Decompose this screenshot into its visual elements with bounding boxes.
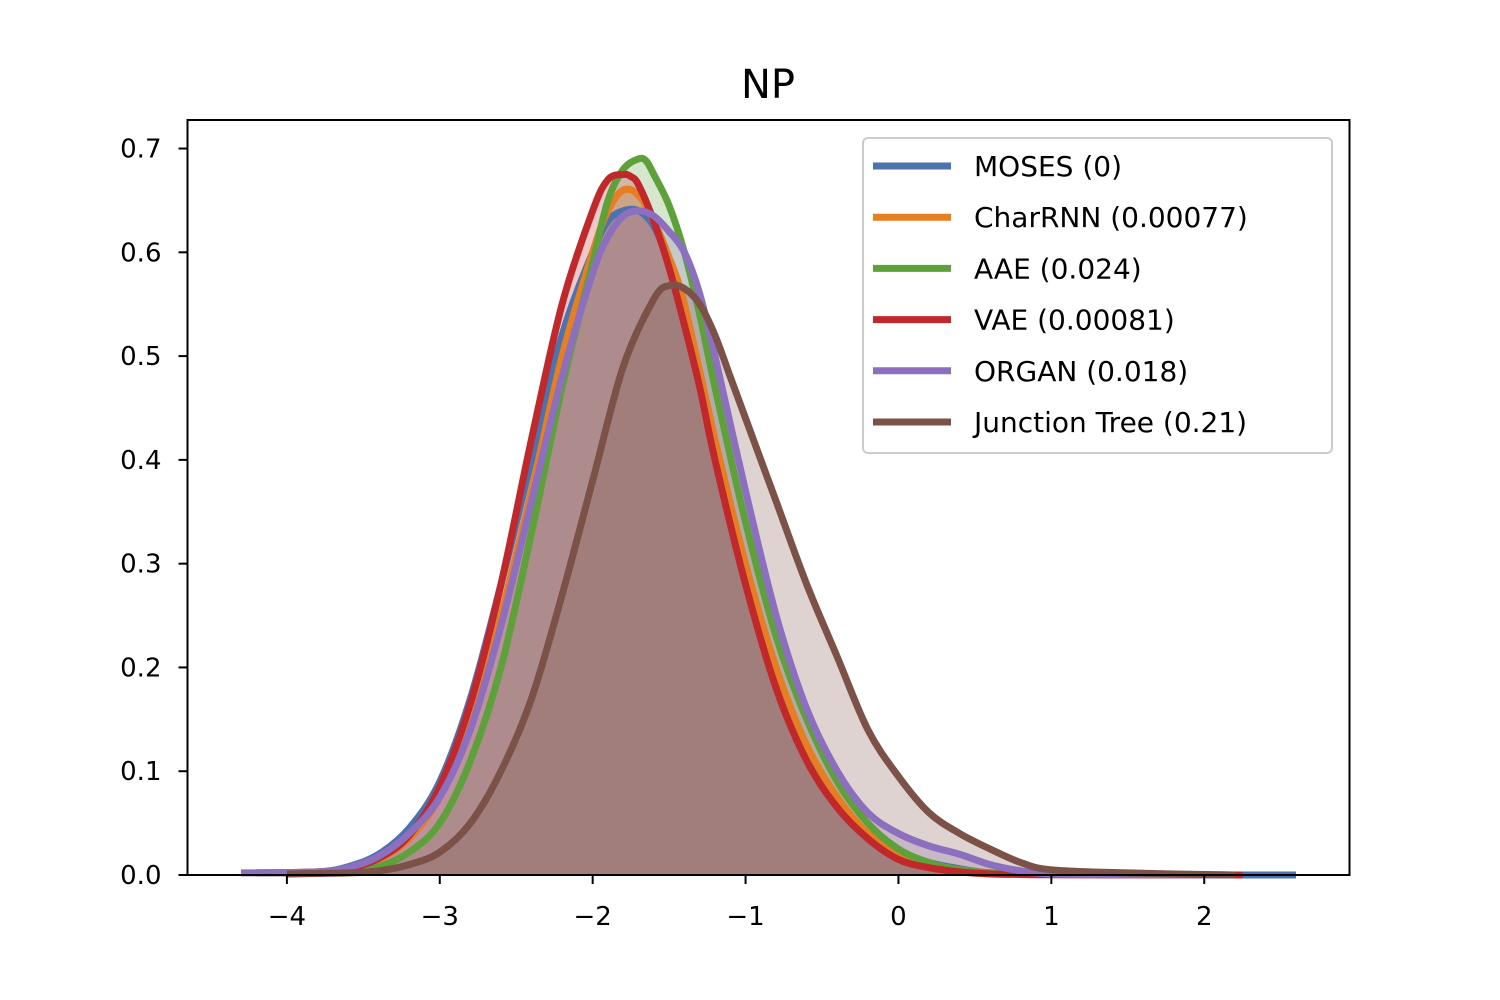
density-fill-1 (286, 189, 1235, 876)
density-fill-0 (256, 209, 1296, 876)
legend-label: VAE (0.00081) (974, 304, 1175, 337)
x-axis: −4 −3 −2 −1 0 1 2 (268, 875, 1213, 932)
y-tick-label: 0.2 (120, 653, 161, 683)
y-tick-label: 0.6 (120, 238, 161, 268)
legend: MOSES (0) CharRNN (0.00077) AAE (0.024) VAE… (862, 137, 1333, 454)
density-fill-3 (256, 174, 1243, 875)
x-tick-label: −1 (726, 902, 764, 932)
density-line-4 (240, 207, 1235, 879)
legend-label: Junction Tree (0.21) (972, 406, 1247, 439)
chart-title: NP (741, 62, 795, 108)
y-tick-label: 0.0 (120, 861, 161, 891)
x-tick-label: 2 (1196, 902, 1213, 932)
y-tick-label: 0.3 (120, 550, 161, 580)
density-line-3 (256, 170, 1243, 879)
x-tick-label: 1 (1043, 902, 1060, 932)
legend-label: MOSES (0) (974, 150, 1122, 183)
density-fill-2 (286, 158, 1235, 875)
density-lines (240, 154, 1296, 879)
y-tick-label: 0.4 (120, 446, 161, 476)
legend-label: AAE (0.024) (974, 252, 1142, 285)
density-line-5 (286, 281, 1235, 879)
y-axis: 0.0 0.1 0.2 0.3 0.4 0.5 0.6 0.7 (120, 135, 188, 891)
legend-label: ORGAN (0.018) (974, 355, 1188, 388)
x-tick-label: −2 (574, 902, 612, 932)
y-tick-label: 0.7 (120, 135, 161, 165)
y-tick-label: 0.5 (120, 342, 161, 372)
x-tick-label: 0 (890, 902, 907, 932)
y-tick-label: 0.1 (120, 757, 161, 787)
plot-frame (186, 119, 1351, 876)
legend-box (862, 137, 1333, 454)
x-tick-label: −4 (268, 902, 306, 932)
x-tick-label: −3 (421, 902, 459, 932)
legend-label: CharRNN (0.00077) (974, 201, 1248, 234)
